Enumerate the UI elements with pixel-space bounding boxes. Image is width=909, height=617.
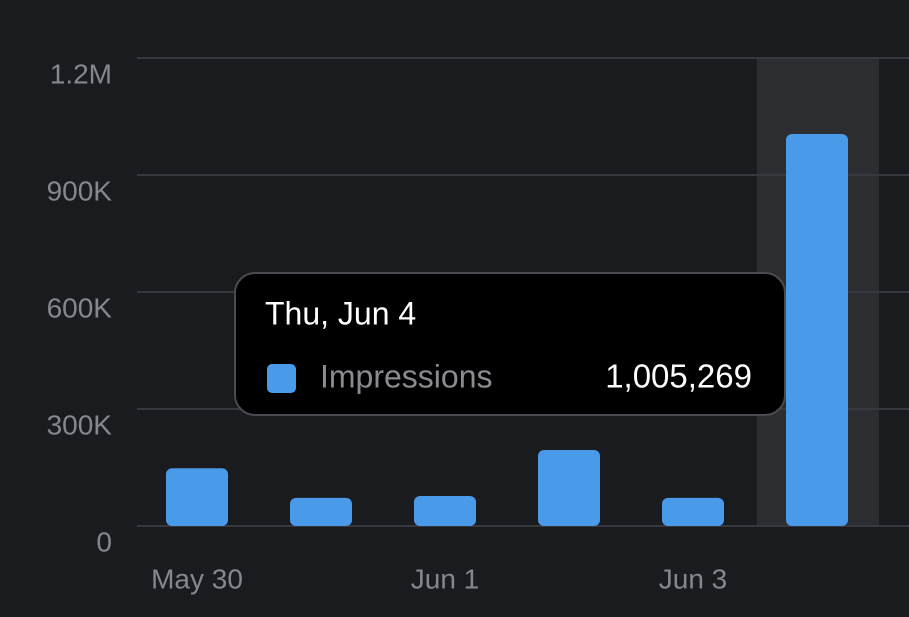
- y-tick-label: 900K: [47, 175, 113, 206]
- tooltip-box: [234, 272, 786, 416]
- x-tick-label: Jun 1: [411, 563, 480, 594]
- bar: [290, 497, 352, 526]
- y-tick-label: 0: [96, 526, 112, 557]
- tooltip-value: 1,005,269: [605, 358, 752, 395]
- y-tick-label: 1.2M: [50, 58, 112, 89]
- bar: [662, 497, 724, 526]
- tooltip-title: Thu, Jun 4: [265, 295, 416, 331]
- legend-swatch: [267, 364, 296, 393]
- tooltip-series: Impressions: [320, 358, 493, 394]
- y-tick-label: 300K: [47, 409, 113, 440]
- bar: [538, 449, 600, 526]
- bar: [166, 468, 228, 526]
- x-tick-label: May 30: [151, 563, 243, 594]
- x-tick-label: Jun 3: [659, 563, 728, 594]
- y-tick-label: 600K: [47, 292, 113, 323]
- tooltip: Thu, Jun 4 Impressions 1,005,269: [234, 272, 786, 416]
- bar: [414, 495, 476, 526]
- bar: [786, 133, 848, 527]
